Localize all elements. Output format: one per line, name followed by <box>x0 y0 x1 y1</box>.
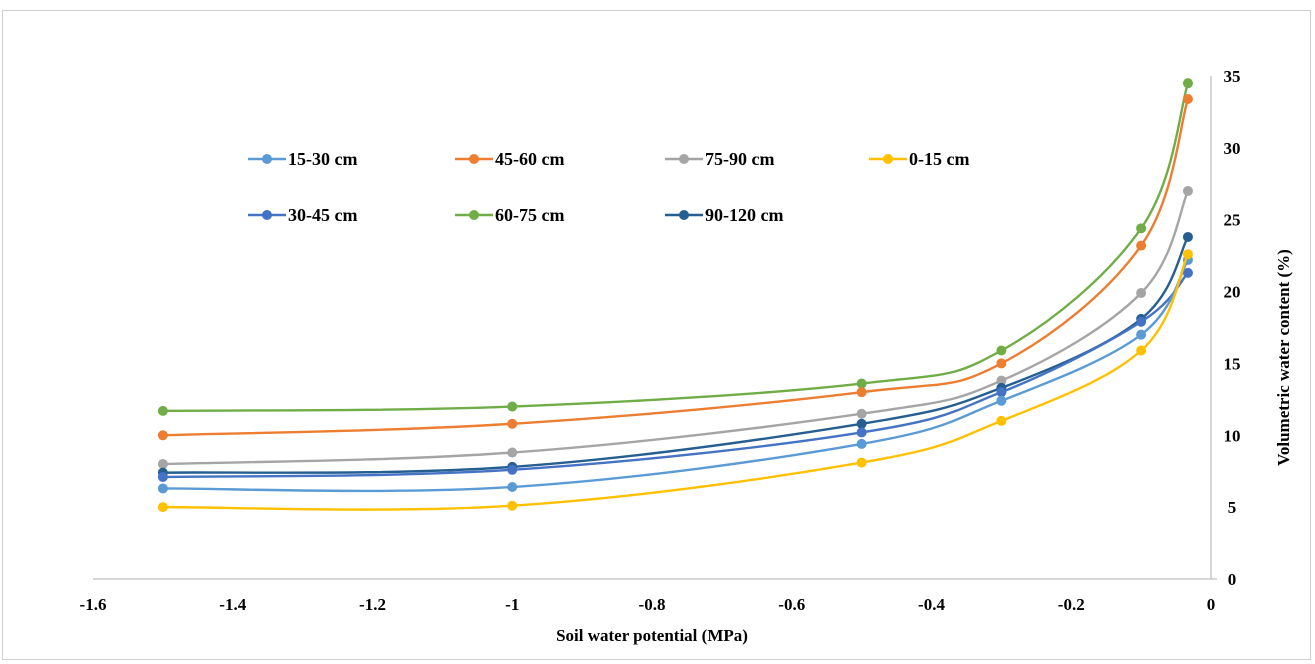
chart-frame <box>2 10 1311 660</box>
data-point <box>1136 345 1147 356</box>
data-point <box>1182 185 1193 196</box>
data-point <box>1136 316 1147 327</box>
y-tick-label: 20 <box>1224 283 1241 302</box>
data-point <box>1182 267 1193 278</box>
data-point <box>1136 223 1147 234</box>
legend-marker <box>262 154 272 164</box>
legend-marker <box>679 210 689 220</box>
data-point <box>157 483 168 494</box>
data-point <box>1136 240 1147 251</box>
axes <box>93 76 1217 580</box>
y-tick-labels: 0 5 10 15 20 25 30 35 <box>1224 67 1241 589</box>
series-line <box>162 190 1190 466</box>
data-point <box>996 415 1007 426</box>
x-axis-title: Soil water potential (MPa) <box>556 626 748 645</box>
legend-marker <box>469 154 479 164</box>
legend-label: 0-15 cm <box>909 149 969 169</box>
x-tick-label: -1.4 <box>219 595 246 614</box>
series-line <box>162 82 1190 413</box>
legend-item: 30-45 cm <box>248 205 357 225</box>
x-tick-label: 0 <box>1207 595 1216 614</box>
legend-item: 45-60 cm <box>455 149 564 169</box>
data-point <box>996 387 1007 398</box>
y-tick-label: 5 <box>1228 498 1237 517</box>
data-point <box>856 387 867 398</box>
y-tick-label: 25 <box>1224 211 1241 230</box>
y-tick-label: 30 <box>1224 139 1241 158</box>
data-point <box>996 375 1007 386</box>
legend-item: 90-120 cm <box>665 205 783 225</box>
series-75-90-cm <box>157 185 1193 470</box>
series-30-45-cm <box>157 267 1193 482</box>
legend-marker <box>883 154 893 164</box>
series-60-75-cm <box>157 78 1193 416</box>
data-point <box>856 457 867 468</box>
legend-marker <box>262 210 272 220</box>
y-axis-title: Volumetric water content (%) <box>1274 249 1293 466</box>
data-point <box>1182 231 1193 242</box>
data-point <box>996 345 1007 356</box>
legend-label: 75-90 cm <box>705 149 774 169</box>
legend-item: 15-30 cm <box>248 149 357 169</box>
data-point <box>1136 329 1147 340</box>
data-point <box>157 430 168 441</box>
data-point <box>1182 249 1193 260</box>
data-point <box>507 500 518 511</box>
series-45-60-cm <box>157 93 1193 441</box>
data-point <box>507 418 518 429</box>
data-point <box>507 401 518 412</box>
x-tick-label: -1.6 <box>80 595 107 614</box>
y-tick-label: 15 <box>1224 354 1241 373</box>
data-point <box>507 482 518 493</box>
data-point <box>157 502 168 513</box>
y-tick-label: 0 <box>1228 570 1237 589</box>
data-point <box>1182 78 1193 89</box>
legend-item: 75-90 cm <box>665 149 774 169</box>
data-point <box>1136 288 1147 299</box>
x-tick-label: -0.2 <box>1058 595 1085 614</box>
data-point <box>856 418 867 429</box>
x-tick-label: -0.4 <box>918 595 945 614</box>
legend-item: 0-15 cm <box>869 149 969 169</box>
legend-marker <box>469 210 479 220</box>
legend-label: 60-75 cm <box>495 205 564 225</box>
data-point <box>507 447 518 458</box>
x-tick-labels: -1.6 -1.4 -1.2 -1 -0.8 -0.6 -0.4 -0.2 0 <box>80 595 1216 614</box>
legend-label: 15-30 cm <box>288 149 357 169</box>
legend-label: 45-60 cm <box>495 149 564 169</box>
legend-item: 60-75 cm <box>455 205 564 225</box>
series-layer <box>157 78 1193 513</box>
data-point <box>157 459 168 470</box>
series-90-120-cm <box>157 231 1193 478</box>
y-tick-label: 35 <box>1224 67 1241 86</box>
data-point <box>507 464 518 475</box>
data-point <box>996 395 1007 406</box>
legend-label: 30-45 cm <box>288 205 357 225</box>
x-tick-label: -1 <box>505 595 519 614</box>
x-tick-label: -0.8 <box>639 595 666 614</box>
data-point <box>856 408 867 419</box>
data-point <box>157 471 168 482</box>
data-point <box>856 378 867 389</box>
data-point <box>157 405 168 416</box>
legend-marker <box>679 154 689 164</box>
series-0-15-cm <box>157 249 1193 513</box>
data-point <box>1182 93 1193 104</box>
legend-label: 90-120 cm <box>705 205 783 225</box>
x-tick-label: -1.2 <box>359 595 386 614</box>
data-point <box>996 358 1007 369</box>
legend: 15-30 cm 45-60 cm 75-90 cm 0-15 cm 30-45 cm 6… <box>248 149 969 225</box>
data-point <box>856 438 867 449</box>
data-point <box>856 427 867 438</box>
x-tick-label: -0.6 <box>778 595 805 614</box>
y-tick-label: 10 <box>1224 426 1241 445</box>
